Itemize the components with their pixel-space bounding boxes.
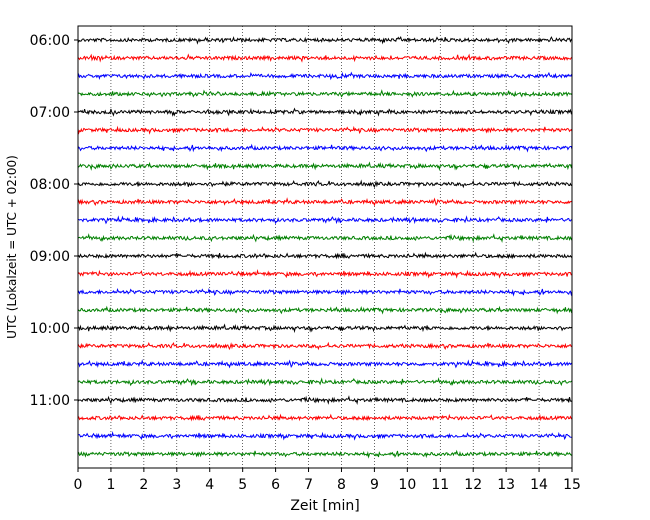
trace-row-24 [77,449,573,459]
x-tick-label: 13 [497,477,515,493]
trace-row-20 [77,377,573,387]
x-tick-label: 8 [337,477,346,493]
x-axis-label: Zeit [min] [290,498,359,514]
trace-row-18 [77,341,573,351]
trace-row-5 [77,107,573,117]
x-tick-label: 3 [172,477,181,493]
trace-row-10 [77,197,573,207]
plot-frame [77,25,573,469]
trace-row-15 [77,287,573,297]
trace-row-12 [77,233,573,244]
trace-row-1 [77,36,573,45]
x-tick-label: 12 [464,477,482,493]
trace-row-2 [77,53,573,63]
x-tick-label: 1 [106,477,115,493]
x-tick-label: 2 [139,477,148,493]
y-axis-label: UTC (Lokalzeit = UTC + 02:00) [5,155,19,339]
trace-row-16 [77,305,573,315]
x-tick-label: 9 [370,477,379,493]
x-tick-label: 7 [304,477,313,493]
x-tick-label: 14 [530,477,548,493]
y-tick-label: 06:00 [30,33,70,49]
x-axis-ticks: 0 1 2 3 4 5 6 7 8 9 10 11 12 13 14 15 [74,468,581,493]
x-tick-label: 4 [205,477,214,493]
y-tick-label: 07:00 [30,105,70,121]
y-tick-label: 10:00 [30,321,70,337]
x-tick-label: 5 [238,477,247,493]
trace-row-4 [77,89,573,98]
trace-row-19 [77,359,573,369]
trace-row-6 [77,125,573,135]
trace-row-7 [77,143,573,153]
trace-row-17 [77,323,573,334]
trace-row-14 [77,268,573,279]
trace-row-13 [77,251,573,260]
y-tick-label: 09:00 [30,249,70,265]
x-tick-label: 0 [74,477,83,493]
seismogram-traces [77,36,573,459]
x-tick-label: 11 [431,477,449,493]
y-axis-ticks: 06:00 07:00 08:00 09:00 10:00 11:00 [30,33,78,409]
trace-row-9 [77,179,573,189]
x-tick-label: 6 [271,477,280,493]
trace-row-23 [77,430,573,441]
y-tick-label: 11:00 [30,393,70,409]
x-tick-label: 15 [563,477,581,493]
trace-row-3 [77,71,573,81]
trace-row-21 [77,395,573,406]
x-tick-label: 10 [398,477,416,493]
trace-row-22 [77,413,573,422]
y-tick-label: 08:00 [30,177,70,193]
trace-row-8 [77,161,573,172]
trace-row-11 [77,215,573,225]
